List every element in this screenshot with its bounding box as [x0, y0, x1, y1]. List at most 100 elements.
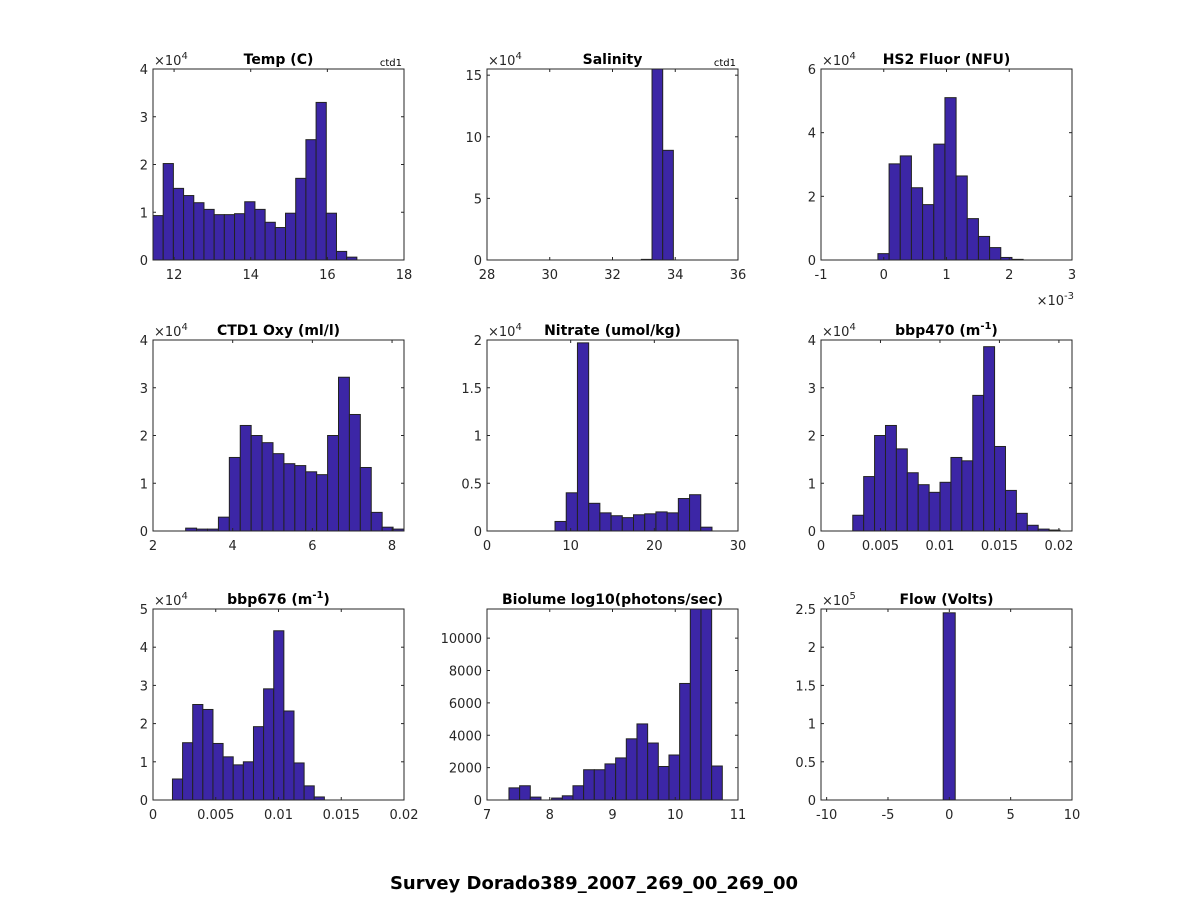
histogram-bar: [610, 515, 623, 532]
x-tick-label: 32: [604, 268, 621, 283]
y-tick-label: 4000: [449, 729, 482, 744]
x-tick-label: 0.015: [981, 539, 1018, 554]
y-tick-label: 2: [808, 190, 816, 205]
x-tick-label: 6: [308, 539, 316, 554]
panel-title-superscript: -1: [980, 321, 991, 332]
histogram-bar: [657, 765, 670, 801]
exponent-power: 4: [849, 322, 855, 333]
panel-title-text: Salinity: [583, 52, 643, 68]
histogram-bar: [561, 795, 574, 801]
x-tick-label: 36: [730, 268, 747, 283]
histogram-bar: [508, 787, 521, 801]
x-tick-label: 0: [483, 539, 491, 554]
panel-title: Biolume log10(photons/sec): [502, 592, 723, 608]
histogram-bar: [273, 630, 285, 801]
panel-title-text: Temp (C): [244, 52, 314, 68]
x-tick-label: 2: [1005, 268, 1013, 283]
histogram-bar: [252, 726, 265, 801]
histogram-bar: [910, 187, 924, 261]
histogram-bar: [192, 704, 204, 801]
instrument-label: ctd1: [380, 58, 402, 69]
histogram-bar: [677, 498, 691, 532]
histogram-bar: [228, 456, 241, 532]
exponent-base: ×10: [822, 54, 849, 69]
histogram-bar: [338, 376, 350, 532]
y-tick-label: 2: [140, 718, 148, 733]
x-tick-label: 0: [817, 539, 825, 554]
y-tick-label: 10000: [441, 632, 482, 647]
y-tick-label: 6: [808, 63, 816, 78]
histogram-bar: [335, 250, 348, 261]
histogram-bar: [636, 723, 649, 801]
histogram-bar: [152, 215, 164, 261]
y-tick-label: 6000: [449, 697, 482, 712]
panel-title: Nitrate (umol/kg): [544, 323, 681, 339]
histogram-bar: [928, 491, 941, 532]
histogram-bar: [994, 445, 1006, 532]
histogram-bar: [711, 765, 723, 801]
y-tick-label: 3: [808, 382, 816, 397]
histogram-bar: [182, 742, 194, 801]
x-tick-label: 0: [880, 268, 888, 283]
y-tick-label: 0: [140, 525, 148, 540]
histogram-bar: [899, 155, 912, 261]
histogram-bar: [381, 526, 394, 532]
x-tick-label: 3: [1068, 268, 1076, 283]
x-tick-label: 0.005: [862, 539, 899, 554]
y-exponent-label: ×104: [154, 322, 188, 340]
exponent-base: ×10: [154, 594, 181, 609]
y-tick-label: 10: [465, 131, 482, 146]
histogram-bar: [633, 514, 646, 532]
panel-title-text: Nitrate (umol/kg): [544, 323, 681, 339]
x-tick-label: 0: [945, 808, 953, 823]
histogram-bar: [172, 187, 185, 261]
histogram-bar: [222, 756, 234, 801]
x-tick-label: 10: [562, 539, 579, 554]
y-tick-label: 0.5: [795, 756, 816, 771]
y-tick-label: 0: [808, 254, 816, 269]
histogram-bar: [895, 448, 908, 532]
y-tick-label: 1: [140, 206, 148, 221]
histogram-bar: [874, 435, 886, 532]
histogram-bar: [303, 785, 315, 801]
x-tick-label: 20: [646, 539, 663, 554]
histogram-bar: [203, 208, 215, 261]
x-tick-label: 0.02: [1044, 539, 1073, 554]
y-tick-label: 1: [808, 477, 816, 492]
histogram-bar: [666, 512, 679, 532]
y-tick-label: 1.5: [795, 679, 816, 694]
instrument-label: ctd1: [714, 58, 736, 69]
y-tick-label: 0: [474, 794, 482, 809]
x-tick-label: 2: [149, 539, 157, 554]
histogram-bar: [884, 424, 897, 532]
exponent-power: 4: [515, 51, 521, 62]
y-tick-label: 3: [140, 679, 148, 694]
histogram-bar: [232, 764, 244, 801]
histogram-bar: [359, 466, 372, 532]
histogram-panel: 7 8 9 10 11 0 2000 4000 6000 8000 10000 Biolume log…: [441, 592, 747, 823]
histogram-panel: 0 0.005 0.01 0.015 0.02 0 1 2 3 4 5 bbp676 (m-1) ×10…: [140, 590, 419, 823]
panel-title: bbp676 (m-1): [227, 590, 330, 608]
histogram-bar: [955, 175, 968, 261]
x-tick-label: 12: [166, 268, 183, 283]
y-tick-label: 0: [808, 794, 816, 809]
y-tick-label: 3: [140, 111, 148, 126]
x-tick-label: 30: [541, 268, 558, 283]
exponent-power: 4: [515, 322, 521, 333]
histogram-bar: [933, 143, 946, 261]
y-tick-label: 4: [808, 127, 816, 142]
y-tick-label: 5: [140, 603, 148, 618]
histogram-bar: [193, 202, 205, 261]
x-tick-label: 28: [479, 268, 496, 283]
y-tick-label: 8000: [449, 665, 482, 680]
exponent-base: ×10: [154, 325, 181, 340]
histogram-bar: [583, 769, 595, 801]
histogram-bar: [588, 502, 601, 532]
histogram-bar: [572, 785, 585, 801]
y-tick-label: 2: [808, 430, 816, 445]
histogram-bar: [305, 139, 317, 261]
exponent-power: 4: [181, 322, 187, 333]
x-exponent-label: ×10-3: [1037, 291, 1074, 309]
x-tick-label: 0: [149, 808, 157, 823]
